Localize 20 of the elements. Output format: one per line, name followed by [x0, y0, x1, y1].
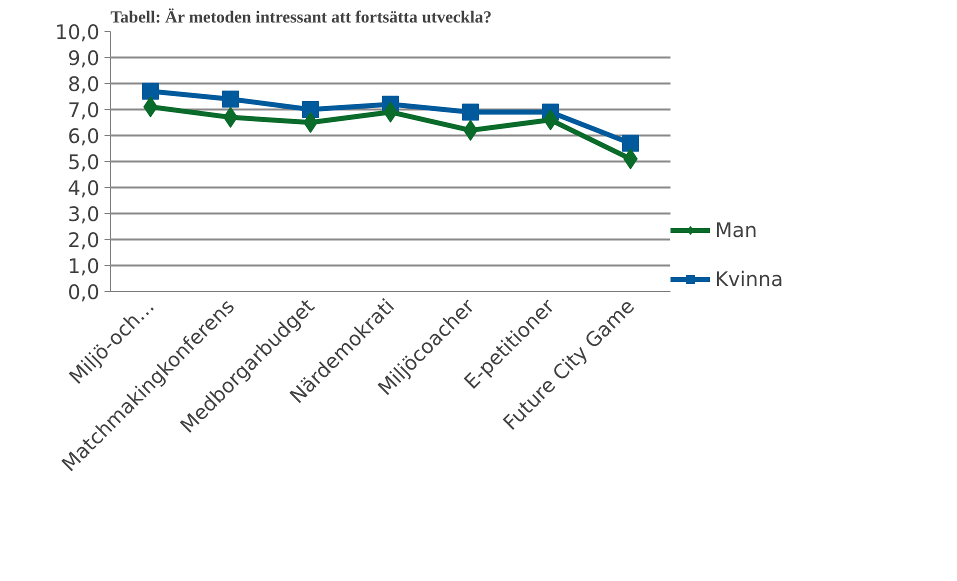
y-tick-label: 4,0 — [68, 176, 100, 200]
point — [302, 101, 319, 118]
legend-label: Man — [715, 218, 758, 242]
y-tick-label: 1,0 — [68, 254, 100, 278]
point — [462, 104, 479, 121]
y-tick-label: 2,0 — [68, 228, 100, 252]
y-tick-label: 6,0 — [68, 124, 100, 148]
point — [222, 90, 239, 108]
y-tick-label: 7,0 — [68, 98, 100, 122]
y-tick-label: 3,0 — [68, 202, 100, 226]
point — [622, 134, 639, 152]
y-tick-label: 9,0 — [68, 46, 100, 70]
y-tick-label: 8,0 — [68, 72, 100, 96]
point — [303, 112, 318, 133]
point — [142, 82, 159, 100]
legend-label: Kvinna — [715, 267, 784, 291]
y-tick-label: 5,0 — [68, 150, 100, 174]
chart-title: Tabell: Är metoden intressant att fortsätta utveckla? — [110, 8, 492, 26]
y-tick-label: 0,0 — [68, 280, 100, 304]
y-tick-label: 10,0 — [54, 20, 100, 44]
